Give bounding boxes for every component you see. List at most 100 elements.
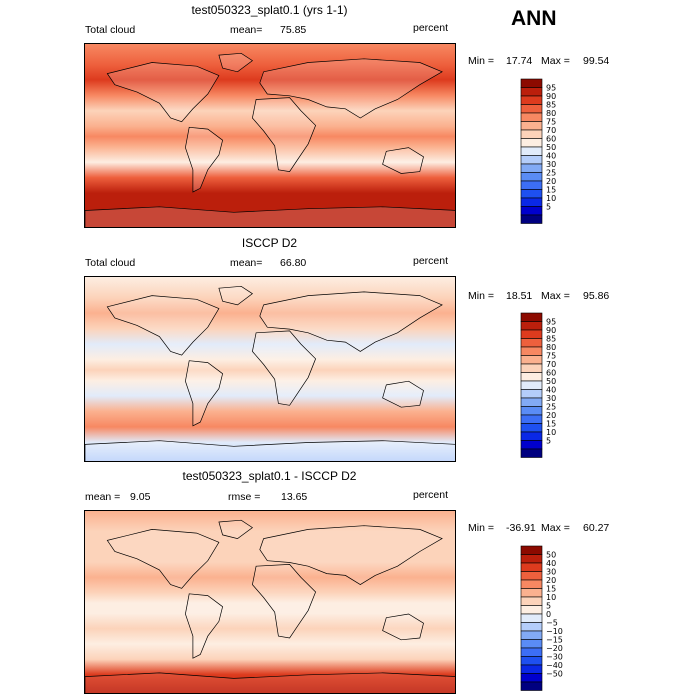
- panel-3-colorbar-box-11: [520, 588, 543, 598]
- panel-3-eurasia-coastline: [259, 525, 443, 586]
- panel-2-max-value: 95.86: [583, 290, 610, 302]
- panel-1-colorbar-tick: 20: [546, 177, 556, 186]
- panel-2-colorbar-box-4: [520, 414, 543, 424]
- panel-1-eurasia-fill: [259, 58, 443, 118]
- panel-3-colorbar: 50 40 30 20 15 10 5 0 −5 −10 −15 −20 −30 −40 −50: [520, 545, 581, 691]
- panel-2-north-america-fill: [107, 295, 219, 356]
- panel-2-colorbar-box-10: [520, 363, 543, 373]
- panel-1-colorbar-box-8: [520, 146, 543, 156]
- panel-1-colorbar-box-11: [520, 121, 543, 131]
- panel-2-field: [85, 277, 455, 461]
- panel-2-land-overlay: [85, 286, 455, 461]
- panel-3-colorbar-box-13: [520, 571, 543, 581]
- panel-1-colorbar-box-10: [520, 129, 543, 139]
- panel-2-australia-fill: [382, 381, 424, 408]
- panel-2-min-value: 18.51: [506, 290, 533, 302]
- panel-1-colorbar-box-3: [520, 189, 543, 199]
- panel-3-colorbar-tick: −30: [546, 653, 563, 662]
- panel-1-colorbar-box-0: [520, 214, 543, 224]
- panel-2-antarctica-coastline: [85, 440, 455, 461]
- panel-2-eurasia-fill: [259, 291, 443, 352]
- panel-2-colorbar: 95 90 85 80 75 70 60 50 40 30 25 20 15 10 5: [520, 312, 581, 458]
- panel-3-colorbar-box-6: [520, 630, 543, 640]
- panel-2-colorbar-tick: 30: [546, 394, 556, 403]
- panel-2-max-label: Max =: [541, 290, 570, 302]
- panel-3-colorbar-tick: −15: [546, 636, 563, 645]
- panel-3-colorbar-tick: 40: [546, 559, 556, 568]
- panel-1-colorbar-tick: 75: [546, 118, 556, 127]
- panel-3-colorbar-tick: −10: [546, 627, 563, 636]
- panel-3-colorbar-box-14: [520, 562, 543, 572]
- panel-1-colorbar-tick: 60: [546, 135, 556, 144]
- panel-1-colorbar-box-7: [520, 155, 543, 165]
- panel-2-colorbar-tick: 50: [546, 377, 556, 386]
- panel-2-colorbar-box-5: [520, 406, 543, 416]
- panel-3-greenland-fill: [218, 520, 253, 539]
- panel-3-south-america-fill: [185, 593, 223, 659]
- panel-3-australia-coastline: [382, 613, 424, 641]
- panel-2-colorbar-box-13: [520, 338, 543, 348]
- panel-3-colorbar-tick: 0: [546, 610, 551, 619]
- panel-3-min-label: Min =: [468, 522, 494, 534]
- panel-3-south-america-coastline: [185, 593, 223, 659]
- panel-3-greenland-coastline: [218, 519, 254, 539]
- panel-2-colorbar-tick: 40: [546, 386, 556, 395]
- panel-1-africa-fill: [252, 97, 316, 172]
- panel-2-heatmap: [85, 277, 455, 461]
- panel-1-variable: Total cloud: [85, 24, 136, 36]
- panel-3-colorbar-box-10: [520, 596, 543, 606]
- panel-2-colorbar-box-7: [520, 389, 543, 399]
- panel-3-antarctica-coastline: [85, 672, 455, 693]
- panel-3-north-america-fill: [107, 529, 219, 589]
- panel-2-south-america-coastline: [185, 360, 223, 427]
- panel-1-colorbar-box-5: [520, 172, 543, 182]
- panel-1-colorbar-box-2: [520, 197, 543, 207]
- panel-2-colorbar-tick: 75: [546, 352, 556, 361]
- panel-2-colorbar-box-8: [520, 380, 543, 390]
- panel-1-south-america-coastline: [185, 126, 223, 193]
- panel-2-colorbar-box-9: [520, 372, 543, 382]
- panel-1-heatmap: [85, 44, 455, 227]
- panel-1-min-label: Min =: [468, 55, 494, 67]
- panel-1-colorbar-tick: 95: [546, 84, 556, 93]
- panel-1-colorbar: 95 90 85 80 75 70 60 50 40 30 25 20 15 10 5: [520, 78, 581, 224]
- panel-1-max-value: 99.54: [583, 55, 610, 67]
- panel-1-units: percent: [413, 22, 449, 34]
- panel-3-africa-fill: [252, 564, 316, 638]
- panel-3-colorbar-tick: −40: [546, 661, 563, 670]
- panel-2-colorbar-tick: 95: [546, 318, 556, 327]
- panel-3-north-america-coastline: [106, 529, 220, 589]
- panel-3-colorbar-tick: −20: [546, 644, 563, 653]
- panel-3-colorbar-box-15: [520, 554, 543, 564]
- panel-1-colorbar-box-14: [520, 95, 543, 105]
- panel-2-north-america-coastline: [106, 295, 220, 356]
- panel-3-colorbar-box-4: [520, 647, 543, 657]
- panel-1-colorbar-tick: 25: [546, 169, 556, 178]
- panel-1-land-overlay: [85, 53, 455, 227]
- panel-3-colorbar-box-3: [520, 656, 543, 666]
- panel-3-land-overlay: [85, 520, 455, 693]
- panel-3-colorbar-box-7: [520, 622, 543, 632]
- panel-2-colorbar-tick: 10: [546, 428, 556, 437]
- panel-1-mean-label: mean=: [230, 24, 263, 36]
- panel-2-colorbar-box-15: [520, 321, 543, 331]
- panel-3-colorbar-box-12: [520, 579, 543, 589]
- panel-2-colorbar-tick: 85: [546, 335, 556, 344]
- panel-3-rmse-label: rmse =: [228, 491, 261, 503]
- panel-2-colorbar-tick: 80: [546, 343, 556, 352]
- panel-1-africa-coastline: [252, 97, 317, 172]
- panel-1-south-america-fill: [185, 127, 223, 192]
- panel-3-colorbar-box-9: [520, 605, 543, 615]
- panel-3-title: test050323_splat0.1 - ISCCP D2: [182, 469, 357, 483]
- panel-1-colorbar-tick: 80: [546, 109, 556, 118]
- panel-1-map: [84, 43, 456, 228]
- panel-1-colorbar-box-15: [520, 87, 543, 97]
- panel-3-colorbar-box-0: [520, 681, 543, 691]
- panel-1-australia-coastline: [382, 147, 424, 174]
- panel-2-colorbar-box-16: [520, 312, 543, 322]
- panel-3-colorbar-box-2: [520, 664, 543, 674]
- panel-3-colorbar-box-8: [520, 613, 543, 623]
- panel-3-rmse-value: 13.65: [281, 491, 308, 503]
- panel-1-title: test050323_splat0.1 (yrs 1-1): [191, 3, 348, 17]
